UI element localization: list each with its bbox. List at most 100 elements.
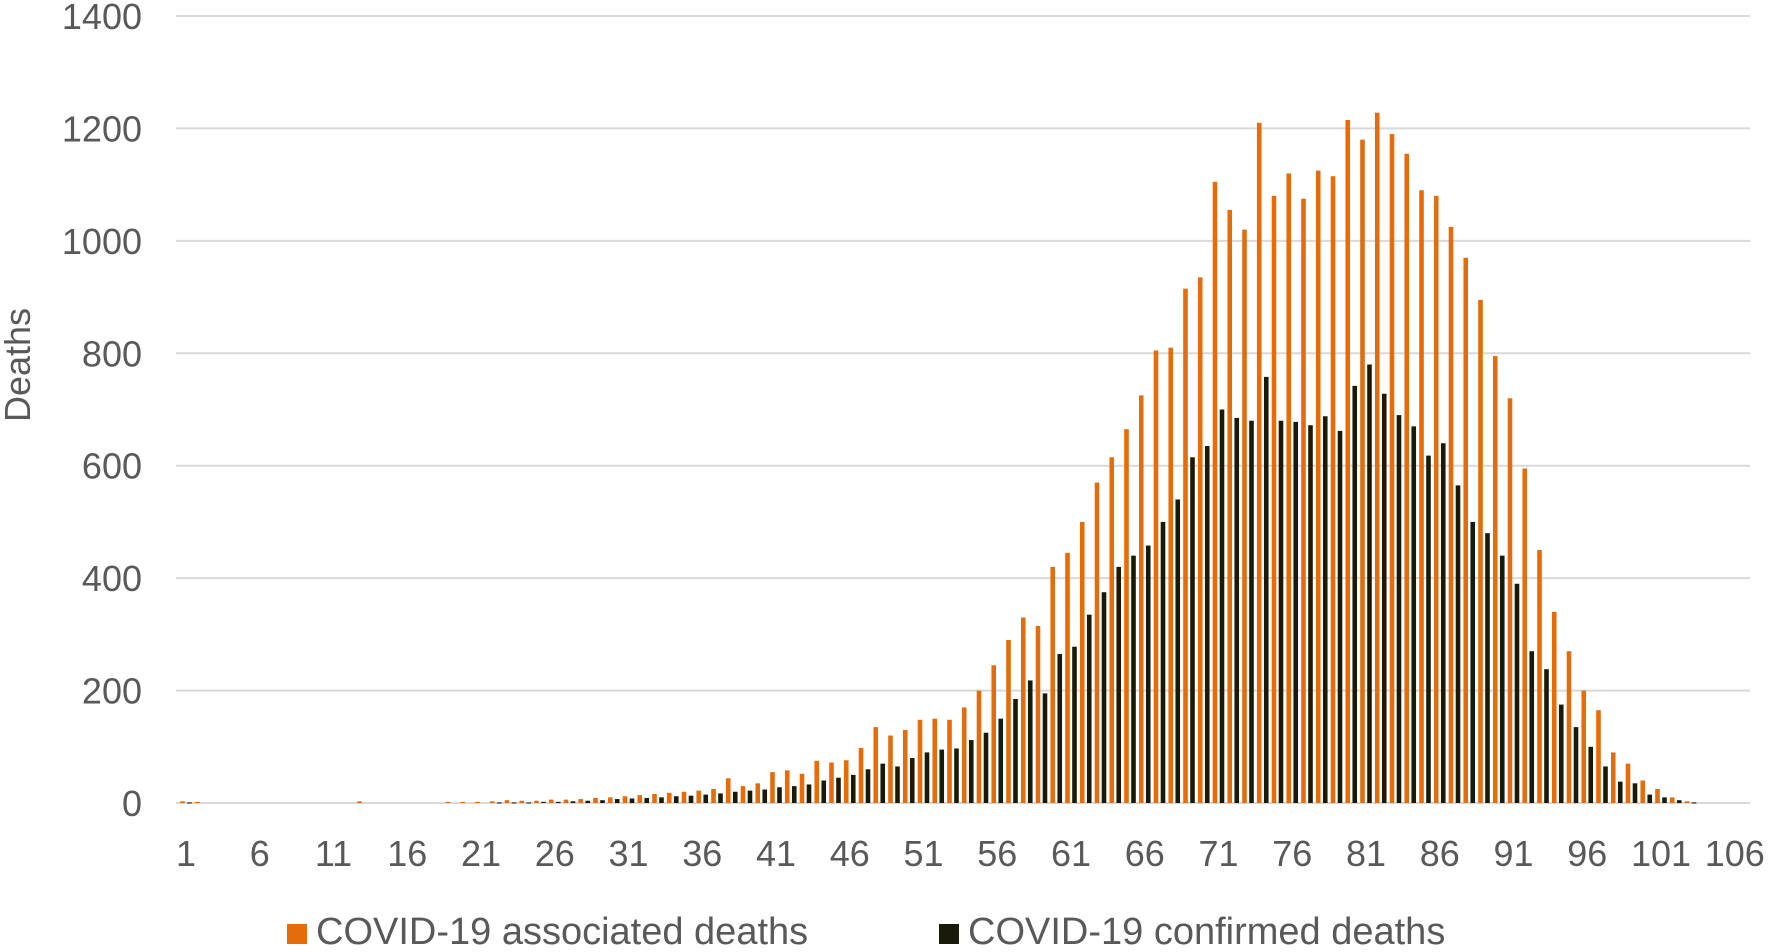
bar-confirmed (688, 795, 694, 803)
bar-confirmed (762, 789, 768, 803)
bar-confirmed (1603, 766, 1608, 803)
bar-confirmed (1558, 704, 1564, 803)
bar-associated (784, 770, 790, 803)
x-tick-label: 101 (1631, 833, 1691, 874)
bar-confirmed (570, 801, 576, 803)
bar-associated (593, 797, 598, 803)
bar-associated (445, 801, 451, 803)
bar-associated (1551, 611, 1557, 803)
y-tick-label: 1400 (62, 0, 142, 37)
bar-confirmed (821, 780, 827, 803)
bar-associated (681, 791, 687, 803)
bar-associated (1537, 550, 1542, 803)
bar-confirmed (1086, 614, 1092, 803)
y-tick-label: 0 (122, 783, 142, 824)
bar-confirmed (1544, 669, 1549, 803)
x-tick-label: 1 (176, 833, 196, 874)
bar-confirmed (747, 790, 753, 803)
legend: COVID-19 associated deaths COVID-19 conf… (287, 911, 1445, 952)
bar-associated (180, 801, 185, 803)
bar-associated (1330, 176, 1336, 804)
bar-confirmed (1145, 545, 1151, 803)
x-tick-label: 91 (1493, 833, 1533, 874)
bar-associated (1020, 617, 1026, 803)
x-tick-label: 21 (461, 833, 501, 874)
bar-associated (1419, 190, 1424, 803)
bar-associated (1463, 257, 1469, 803)
x-tick-label: 46 (830, 833, 870, 874)
x-tick-label: 26 (535, 833, 575, 874)
bar-associated (932, 718, 938, 803)
bar-confirmed (895, 766, 900, 803)
bar-associated (873, 727, 879, 803)
bar-confirmed (998, 718, 1004, 803)
bar-associated (1212, 181, 1218, 803)
bar-confirmed (1057, 654, 1063, 803)
bar-associated (1404, 153, 1410, 804)
bar-associated (902, 729, 908, 803)
bar-confirmed (1101, 592, 1107, 803)
bar-confirmed (1219, 409, 1225, 803)
bar-associated (1286, 173, 1292, 803)
bar-confirmed (1337, 430, 1343, 803)
bar-confirmed (880, 763, 886, 803)
bar-associated (1566, 651, 1572, 803)
bar-associated (1242, 229, 1247, 804)
bar-confirmed (939, 749, 945, 803)
bar-confirmed (1573, 727, 1579, 803)
legend-label-associated: COVID-19 associated deaths (316, 911, 808, 952)
bar-confirmed (541, 801, 546, 803)
bar-associated (1669, 797, 1675, 803)
bar-confirmed (673, 796, 679, 803)
bar-confirmed (850, 774, 856, 803)
bar-associated (1183, 288, 1188, 803)
bar-associated (563, 799, 569, 803)
x-tick-label: 56 (977, 833, 1017, 874)
x-tick-label: 66 (1125, 833, 1165, 874)
bar-associated (652, 794, 657, 803)
bar-confirmed (968, 740, 974, 803)
bar-associated (858, 747, 864, 803)
bar-associated (1271, 195, 1277, 803)
bar-associated (1596, 710, 1601, 803)
bar-associated (1227, 209, 1233, 804)
bar-associated (1374, 112, 1380, 803)
bar-associated (475, 801, 480, 803)
bar-associated (1301, 198, 1306, 804)
bar-confirmed (1499, 555, 1505, 803)
bar-confirmed (1381, 393, 1387, 803)
bar-confirmed (1514, 583, 1520, 803)
bar-confirmed (909, 758, 915, 803)
bar-associated (1035, 625, 1041, 803)
bar-associated (519, 800, 525, 803)
x-tick-label: 96 (1567, 833, 1607, 874)
bar-confirmed (1676, 800, 1682, 803)
bar-associated (1153, 350, 1159, 803)
bar-confirmed (1485, 533, 1490, 803)
y-axis-title: Deaths (0, 308, 38, 422)
bar-confirmed (806, 784, 812, 803)
bar-confirmed (1470, 521, 1476, 803)
legend-label-confirmed: COVID-19 confirmed deaths (968, 911, 1445, 952)
bar-associated (829, 762, 834, 803)
bar-confirmed (1175, 499, 1181, 803)
y-tick-label: 1200 (62, 108, 142, 149)
bar-associated (711, 788, 716, 803)
bar-confirmed (1352, 385, 1358, 803)
bar-associated (843, 760, 849, 803)
bar-associated (696, 790, 702, 803)
bar-confirmed (791, 786, 797, 803)
x-tick-label: 76 (1272, 833, 1312, 874)
x-tick-label: 86 (1420, 833, 1460, 874)
bar-associated (666, 792, 672, 803)
bar-confirmed (954, 748, 959, 803)
bar-associated (1138, 395, 1144, 803)
bar-associated (548, 799, 554, 803)
bar-confirmed (1455, 485, 1461, 803)
bar-confirmed (1293, 421, 1299, 803)
bar-confirmed (1647, 794, 1653, 803)
bar-confirmed (777, 787, 782, 803)
legend-swatch-confirmed (939, 924, 959, 944)
bar-associated (504, 800, 510, 803)
